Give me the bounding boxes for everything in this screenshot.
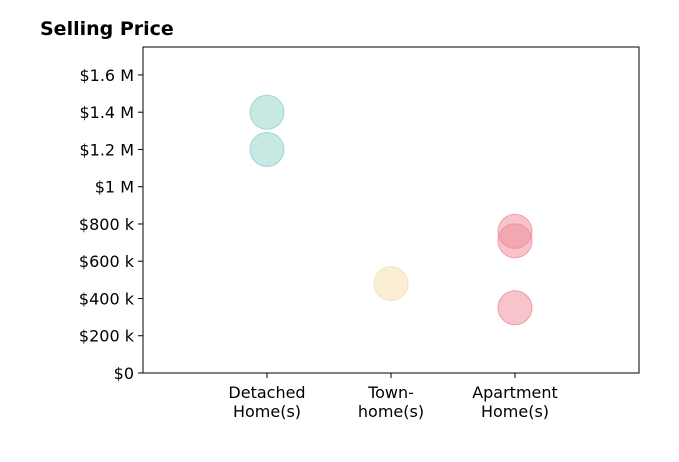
chart-title: Selling Price	[40, 18, 174, 40]
y-axis: $0 $200 k $400 k $600 k $800 k $1 M $1.2 M $1.4…	[79, 66, 143, 383]
x-tick-label: home(s)	[358, 402, 424, 421]
data-point	[497, 223, 533, 259]
y-tick-label: $600 k	[79, 252, 135, 271]
data-point	[249, 131, 285, 167]
x-tick-label: Detached	[228, 383, 305, 402]
data-point	[373, 266, 409, 302]
data-points	[249, 94, 533, 326]
y-tick-label: $800 k	[79, 215, 135, 234]
x-tick-label: Home(s)	[481, 402, 549, 421]
y-tick-label: $0	[114, 364, 134, 383]
plot-area	[142, 46, 640, 374]
y-tick-label: $1.4 M	[79, 103, 134, 122]
y-tick-label: $1.6 M	[79, 66, 134, 85]
y-tick-label: $400 k	[79, 289, 135, 308]
data-point	[249, 94, 285, 130]
data-point	[497, 290, 533, 326]
x-tick-label: Apartment	[472, 383, 558, 402]
y-tick-label: $1 M	[95, 178, 134, 197]
x-tick-label: Town-	[367, 383, 414, 402]
x-tick-label: Home(s)	[233, 402, 301, 421]
y-tick-label: $200 k	[79, 327, 135, 346]
y-tick-label: $1.2 M	[79, 140, 134, 159]
x-axis: DetachedHome(s)Town-home(s)ApartmentHome…	[228, 373, 558, 421]
